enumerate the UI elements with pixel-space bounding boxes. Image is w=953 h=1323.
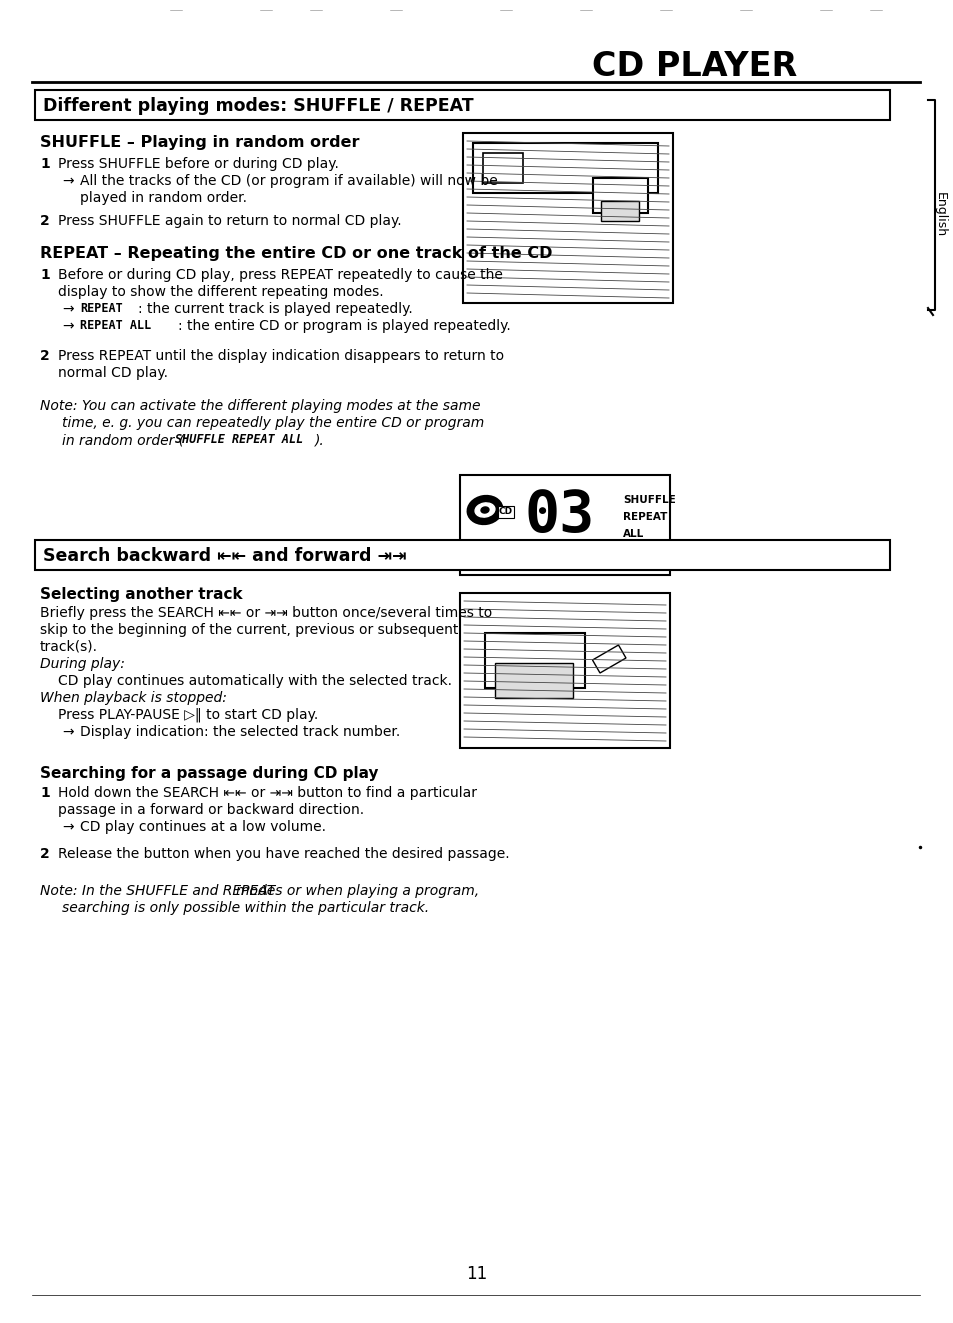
Text: When playback is stopped:: When playback is stopped:: [40, 691, 227, 705]
Text: 2: 2: [40, 349, 50, 363]
Text: CD PLAYER: CD PLAYER: [592, 50, 797, 83]
Bar: [592, 646, 625, 673]
Text: 1: 1: [40, 269, 50, 282]
Text: →: →: [62, 820, 73, 833]
Bar: [473, 143, 658, 193]
Text: in random order (: in random order (: [62, 433, 184, 447]
Text: Selecting another track: Selecting another track: [40, 587, 242, 602]
Text: →: →: [62, 175, 73, 188]
Bar: [484, 632, 584, 688]
Text: played in random order.: played in random order.: [80, 191, 247, 205]
Text: 1: 1: [40, 786, 50, 800]
Text: Hold down the SEARCH ⇤⇤ or ⇥⇥ button to find a particular: Hold down the SEARCH ⇤⇤ or ⇥⇥ button to …: [58, 786, 476, 800]
Text: ).: ).: [314, 433, 324, 447]
Text: Display indication: the selected track number.: Display indication: the selected track n…: [80, 725, 400, 740]
Text: Briefly press the SEARCH ⇤⇤ or ⇥⇥ button once/several times to: Briefly press the SEARCH ⇤⇤ or ⇥⇥ button…: [40, 606, 492, 620]
Text: 2: 2: [40, 214, 50, 228]
Text: track(s).: track(s).: [40, 640, 98, 654]
Text: Press SHUFFLE again to return to normal CD play.: Press SHUFFLE again to return to normal …: [58, 214, 401, 228]
Text: passage in a forward or backward direction.: passage in a forward or backward directi…: [58, 803, 364, 818]
Ellipse shape: [467, 496, 502, 524]
Text: display to show the different repeating modes.: display to show the different repeating …: [58, 284, 383, 299]
Text: Search backward ⇤⇤ and forward ⇥⇥: Search backward ⇤⇤ and forward ⇥⇥: [43, 546, 406, 565]
Text: →: →: [62, 319, 73, 333]
Text: CD: CD: [498, 508, 513, 516]
Text: CD play continues automatically with the selected track.: CD play continues automatically with the…: [58, 673, 452, 688]
Bar: [35, 540, 889, 570]
Bar: [459, 475, 669, 576]
Text: During play:: During play:: [40, 658, 125, 671]
Text: 2: 2: [40, 847, 50, 861]
Bar: [459, 593, 669, 747]
Bar: [35, 90, 889, 120]
Text: English: English: [933, 192, 945, 238]
Ellipse shape: [475, 503, 495, 517]
Text: REPEAT – Repeating the entire CD or one track of the CD: REPEAT – Repeating the entire CD or one …: [40, 246, 552, 261]
Text: ALL: ALL: [622, 529, 643, 538]
Text: SHUFFLE REPEAT ALL: SHUFFLE REPEAT ALL: [174, 433, 303, 446]
Text: Press SHUFFLE before or during CD play.: Press SHUFFLE before or during CD play.: [58, 157, 338, 171]
Text: 03: 03: [524, 487, 595, 544]
Text: REPEAT ALL: REPEAT ALL: [80, 319, 152, 332]
Text: 11: 11: [466, 1265, 487, 1283]
Text: →: →: [62, 725, 73, 740]
Text: normal CD play.: normal CD play.: [58, 366, 168, 380]
Text: Before or during CD play, press REPEAT repeatedly to cause the: Before or during CD play, press REPEAT r…: [58, 269, 502, 282]
Text: skip to the beginning of the current, previous or subsequent: skip to the beginning of the current, pr…: [40, 623, 457, 636]
Ellipse shape: [480, 507, 489, 513]
Text: 1: 1: [40, 157, 50, 171]
Text: Release the button when you have reached the desired passage.: Release the button when you have reached…: [58, 847, 509, 861]
Bar: [600, 201, 639, 221]
Text: time, e. g. you can repeatedly play the entire CD or program: time, e. g. you can repeatedly play the …: [62, 415, 484, 430]
Text: SHUFFLE – Playing in random order: SHUFFLE – Playing in random order: [40, 135, 359, 149]
Bar: [482, 153, 522, 183]
Text: modes or when playing a program,: modes or when playing a program,: [235, 884, 478, 898]
Text: CD play continues at a low volume.: CD play continues at a low volume.: [80, 820, 326, 833]
Text: : the current track is played repeatedly.: : the current track is played repeatedly…: [138, 302, 413, 316]
Text: Searching for a passage during CD play: Searching for a passage during CD play: [40, 766, 378, 781]
Text: Different playing modes: SHUFFLE / REPEAT: Different playing modes: SHUFFLE / REPEA…: [43, 97, 473, 115]
Text: Press PLAY-PAUSE ▷‖ to start CD play.: Press PLAY-PAUSE ▷‖ to start CD play.: [58, 708, 318, 722]
Bar: [593, 179, 647, 213]
Bar: [462, 134, 672, 303]
Text: searching is only possible within the particular track.: searching is only possible within the pa…: [62, 901, 429, 916]
Text: Note: You can activate the different playing modes at the same: Note: You can activate the different pla…: [40, 400, 480, 413]
Text: Press REPEAT until the display indication disappears to return to: Press REPEAT until the display indicatio…: [58, 349, 503, 363]
Text: REPEAT: REPEAT: [622, 512, 667, 523]
Text: REPEAT: REPEAT: [80, 302, 123, 315]
Text: →: →: [62, 302, 73, 316]
Text: : the entire CD or program is played repeatedly.: : the entire CD or program is played rep…: [178, 319, 510, 333]
Text: All the tracks of the CD (or program if available) will now be: All the tracks of the CD (or program if …: [80, 175, 497, 188]
Bar: [495, 663, 573, 699]
Text: Note: In the SHUFFLE and REPEAT: Note: In the SHUFFLE and REPEAT: [40, 884, 279, 898]
Text: SHUFFLE: SHUFFLE: [622, 495, 675, 505]
